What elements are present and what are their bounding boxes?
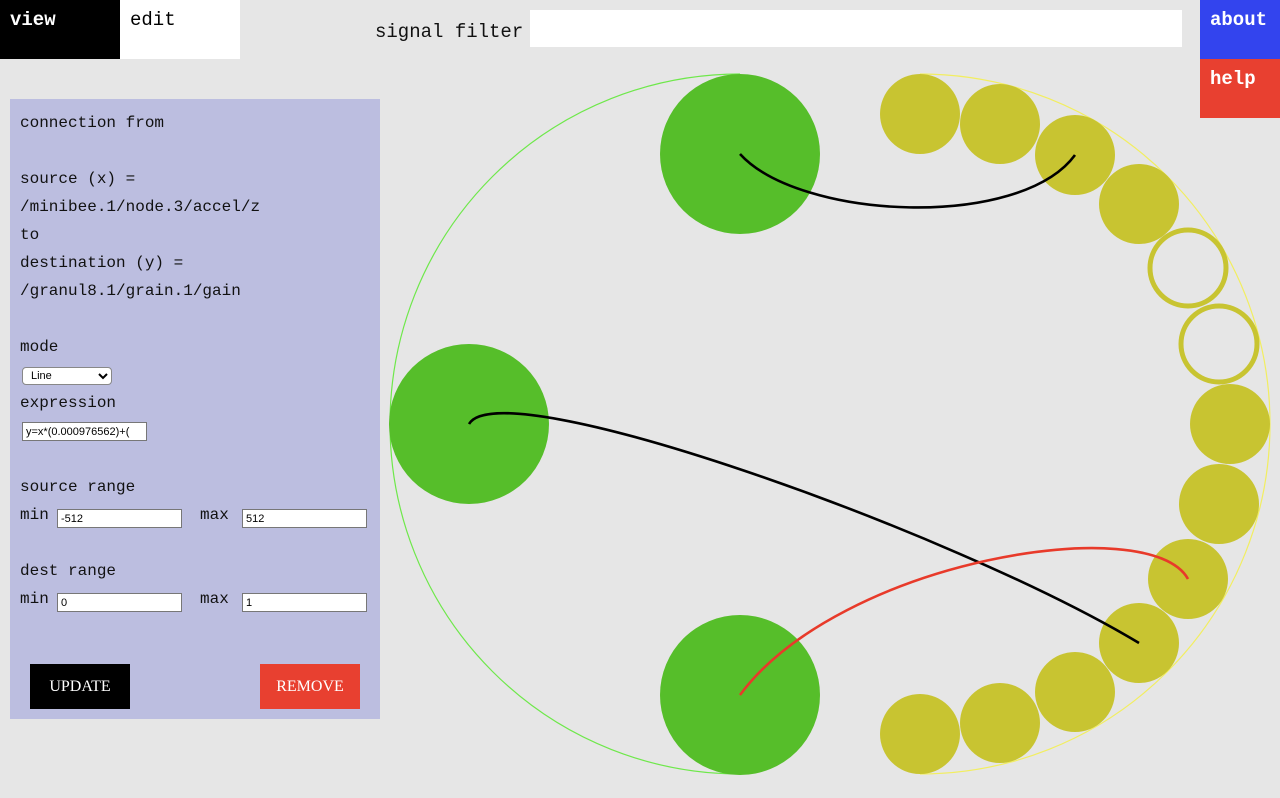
destination-node[interactable] bbox=[960, 683, 1040, 763]
connection-line[interactable] bbox=[467, 411, 1140, 645]
tab-edit[interactable]: edit bbox=[120, 0, 240, 59]
to-label: to bbox=[20, 226, 40, 244]
destination-node[interactable] bbox=[1035, 652, 1115, 732]
dest-max-label: max bbox=[200, 590, 229, 608]
source-max-label: max bbox=[200, 506, 229, 524]
source-min-label: min bbox=[20, 506, 49, 524]
source-range-label: source range bbox=[20, 478, 136, 496]
destination-node[interactable] bbox=[1099, 164, 1179, 244]
expression-input[interactable] bbox=[22, 422, 147, 441]
signal-filter-label: signal filter bbox=[375, 21, 524, 43]
connection-line[interactable] bbox=[739, 153, 1077, 209]
connection-editor-panel: connection from source (x) = /minibee.1/… bbox=[10, 99, 380, 719]
about-button[interactable]: about bbox=[1200, 0, 1280, 59]
tab-view[interactable]: view bbox=[0, 0, 120, 59]
expression-label: expression bbox=[20, 394, 117, 412]
mode-select[interactable]: Line bbox=[22, 367, 112, 385]
dest-range-label: dest range bbox=[20, 562, 117, 580]
destination-node-unmapped[interactable] bbox=[1178, 303, 1260, 385]
destination-node[interactable] bbox=[880, 74, 960, 154]
destination-node[interactable] bbox=[1190, 384, 1270, 464]
destination-node[interactable] bbox=[960, 84, 1040, 164]
source-label: source (x) = bbox=[20, 170, 136, 188]
destination-node[interactable] bbox=[1179, 464, 1259, 544]
destination-path: /granul8.1/grain.1/gain bbox=[20, 282, 241, 300]
update-button[interactable]: UPDATE bbox=[30, 664, 130, 709]
destination-label: destination (y) = bbox=[20, 254, 184, 272]
dest-min-label: min bbox=[20, 590, 49, 608]
destination-node[interactable] bbox=[880, 694, 960, 774]
source-min-input[interactable] bbox=[57, 509, 182, 528]
help-button[interactable]: help bbox=[1200, 59, 1280, 118]
source-path: /minibee.1/node.3/accel/z bbox=[20, 198, 261, 216]
mode-label: mode bbox=[20, 338, 59, 356]
source-max-input[interactable] bbox=[242, 509, 367, 528]
dest-min-input[interactable] bbox=[57, 593, 182, 612]
dest-max-input[interactable] bbox=[242, 593, 367, 612]
signal-filter-input[interactable] bbox=[530, 10, 1182, 47]
remove-button[interactable]: REMOVE bbox=[260, 664, 360, 709]
selected-connection-line[interactable] bbox=[738, 546, 1190, 696]
destination-node-unmapped[interactable] bbox=[1147, 227, 1229, 309]
connection-from-label: connection from bbox=[20, 114, 165, 132]
